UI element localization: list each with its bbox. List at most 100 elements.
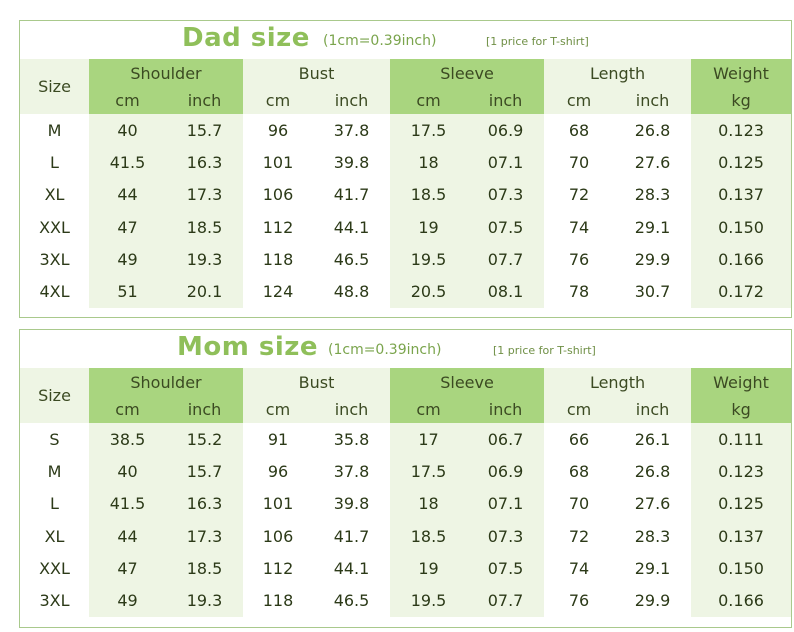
- value-cell: 15.2: [166, 423, 243, 456]
- value-cell: 39.8: [333, 494, 370, 514]
- value-cell: 18.5: [390, 519, 468, 553]
- unit-inch: inch: [467, 396, 545, 423]
- value-cell: 0.166: [691, 584, 792, 617]
- value-cell: 29.1: [634, 217, 671, 237]
- value-cell: 06.7: [467, 423, 545, 456]
- unit-cm: cm: [544, 87, 615, 114]
- value-cell: 0.137: [691, 519, 792, 553]
- table-row: L 41.5 16.3 101 39.8 18 07.1 70 27.6 0.125: [20, 146, 792, 179]
- value-cell: 18: [390, 146, 468, 179]
- value-cell: 124: [262, 282, 294, 302]
- header-weight: Weight: [691, 368, 792, 396]
- value-cell: 0.166: [691, 243, 792, 276]
- table-row: XXL 47 18.5 112 44.1 19 07.5 74 29.1 0.150: [20, 552, 792, 585]
- unit-inch: inch: [166, 87, 243, 114]
- size-label-cell: M: [47, 120, 62, 140]
- mom-size-chart: Mom size (1cm=0.39inch) [1 price for T-s…: [19, 329, 792, 628]
- value-cell: 74: [568, 558, 590, 578]
- size-label-cell: XXL: [39, 217, 70, 237]
- value-cell: 27.6: [634, 152, 671, 172]
- value-cell: 0.172: [691, 275, 792, 308]
- value-cell: 07.3: [467, 519, 545, 553]
- table-row: 4XL 51 20.1 124 48.8 20.5 08.1 78 30.7 0.172: [20, 275, 792, 308]
- value-cell: 28.3: [634, 185, 671, 205]
- value-cell: 0.137: [691, 178, 792, 211]
- size-label-cell: XXL: [39, 558, 70, 578]
- unit-cm: cm: [243, 396, 313, 423]
- unit-cm: cm: [544, 396, 615, 423]
- value-cell: 15.7: [166, 455, 243, 488]
- table-row: 3XL 49 19.3 118 46.5 19.5 07.7 76 29.9 0.166: [20, 584, 792, 617]
- header-shoulder: Shoulder: [89, 368, 243, 396]
- unit-inch: inch: [467, 87, 545, 114]
- value-cell: 19.3: [166, 243, 243, 276]
- value-cell: 70: [568, 152, 590, 172]
- size-label-cell: 3XL: [39, 249, 70, 269]
- value-cell: 19.5: [390, 243, 468, 276]
- value-cell: 37.8: [333, 120, 370, 140]
- table-row: 3XL 49 19.3 118 46.5 19.5 07.7 76 29.9 0.166: [20, 243, 792, 276]
- dad-title: Dad size: [182, 23, 310, 53]
- unit-cm: cm: [390, 396, 468, 423]
- value-cell: 44: [89, 178, 166, 211]
- value-cell: 118: [262, 591, 294, 611]
- table-row: S 38.5 15.2 91 35.8 17 06.7 66 26.1 0.111: [20, 423, 792, 456]
- header-weight: Weight: [691, 59, 792, 87]
- value-cell: 46.5: [333, 591, 370, 611]
- value-cell: 70: [568, 494, 590, 514]
- dad-title-row: Dad size (1cm=0.39inch) [1 price for T-s…: [20, 21, 791, 59]
- header-size: Size: [20, 368, 89, 423]
- value-cell: 29.1: [634, 558, 671, 578]
- value-cell: 0.125: [691, 487, 792, 520]
- header-bust: Bust: [243, 59, 391, 87]
- table-row: M 40 15.7 96 37.8 17.5 06.9 68 26.8 0.123: [20, 455, 792, 488]
- unit-cm: cm: [89, 87, 166, 114]
- value-cell: 101: [262, 494, 294, 514]
- header-size: Size: [20, 59, 89, 114]
- unit-inch: inch: [614, 87, 692, 114]
- value-cell: 06.9: [467, 455, 545, 488]
- value-cell: 41.5: [89, 487, 166, 520]
- table-row: XXL 47 18.5 112 44.1 19 07.5 74 29.1 0.150: [20, 210, 792, 244]
- value-cell: 0.123: [691, 114, 792, 147]
- mom-header-row: Size Shoulder Bust Sleeve Length Weight: [20, 368, 792, 423]
- value-cell: 0.123: [691, 455, 792, 488]
- value-cell: 19: [390, 210, 468, 244]
- value-cell: 18.5: [390, 178, 468, 211]
- value-cell: 07.7: [467, 243, 545, 276]
- table-row: L 41.5 16.3 101 39.8 18 07.1 70 27.6 0.125: [20, 487, 792, 520]
- value-cell: 44: [89, 519, 166, 553]
- value-cell: 106: [262, 526, 294, 546]
- mom-price-note: [1 price for T-shirt]: [493, 344, 596, 357]
- table-row: XL 44 17.3 106 41.7 18.5 07.3 72 28.3 0.137: [20, 519, 792, 553]
- value-cell: 0.150: [691, 210, 792, 244]
- value-cell: 76: [568, 591, 590, 611]
- value-cell: 0.150: [691, 552, 792, 585]
- dad-size-table: Size Shoulder Bust Sleeve Length Weight …: [20, 59, 792, 308]
- header-shoulder: Shoulder: [89, 59, 243, 87]
- value-cell: 08.1: [467, 275, 545, 308]
- header-sleeve: Sleeve: [390, 59, 545, 87]
- value-cell: 72: [568, 526, 590, 546]
- mom-title: Mom size: [177, 332, 319, 362]
- dad-price-note: [1 price for T-shirt]: [486, 35, 589, 48]
- dad-conversion-note: (1cm=0.39inch): [323, 33, 437, 49]
- value-cell: 07.1: [467, 487, 545, 520]
- value-cell: 68: [568, 461, 590, 481]
- value-cell: 0.125: [691, 146, 792, 179]
- value-cell: 49: [89, 584, 166, 617]
- value-cell: 17.5: [390, 455, 468, 488]
- value-cell: 51: [89, 275, 166, 308]
- header-length: Length: [544, 59, 692, 87]
- unit-inch: inch: [313, 87, 391, 114]
- value-cell: 18.5: [166, 210, 243, 244]
- value-cell: 19.3: [166, 584, 243, 617]
- mom-table-body: Size Shoulder Bust Sleeve Length Weight …: [20, 368, 792, 617]
- value-cell: 40: [89, 455, 166, 488]
- value-cell: 101: [262, 152, 294, 172]
- value-cell: 27.6: [634, 494, 671, 514]
- value-cell: 112: [262, 558, 294, 578]
- mom-conversion-note: (1cm=0.39inch): [328, 342, 442, 358]
- value-cell: 17.3: [166, 178, 243, 211]
- value-cell: 41.5: [89, 146, 166, 179]
